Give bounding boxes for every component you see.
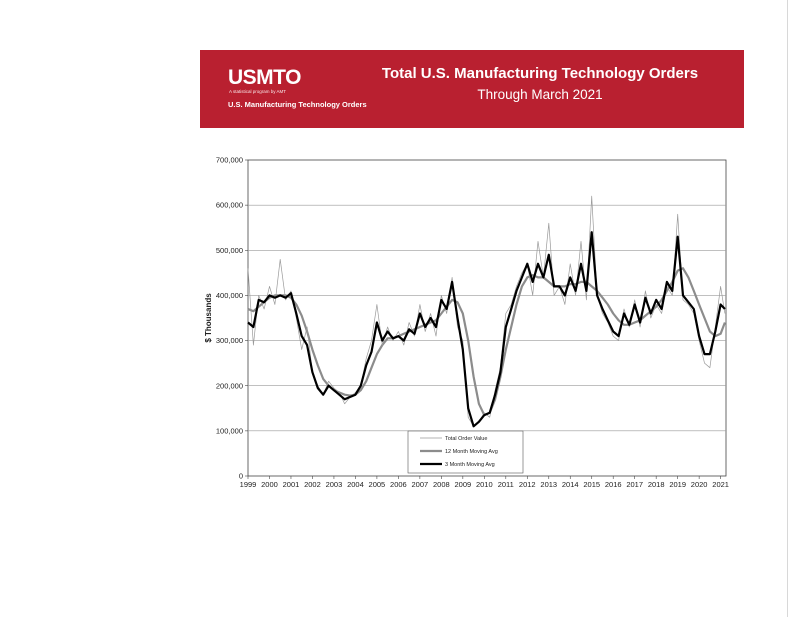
x-tick-label: 2018 [648,480,665,489]
x-tick-label: 2021 [712,480,729,489]
x-tick-label: 2011 [498,480,514,489]
x-tick-label: 2012 [519,480,536,489]
y-tick-label: 300,000 [216,336,243,345]
plot-area [247,159,727,477]
x-tick-label: 2017 [626,480,643,489]
x-tick-label: 2007 [412,480,429,489]
x-tick-label: 2008 [433,480,450,489]
y-tick-label: 200,000 [216,381,243,390]
x-tick-label: 2001 [283,480,300,489]
page-subtitle: Through March 2021 [477,87,603,102]
header-banner: USMTO A statistical program by AMT U.S. … [200,50,744,128]
legend-label-3: 3 Month Moving Avg [445,462,495,468]
y-tick-label: 100,000 [216,426,243,435]
x-tick-label: 2009 [454,480,471,489]
x-tick-label: 2015 [583,480,600,489]
usmto-logo: USMTO [228,66,301,89]
x-tick-label: 1999 [240,480,257,489]
x-tick-label: 2000 [261,480,278,489]
y-tick-label: 0 [239,472,243,481]
x-tick-label: 2002 [304,480,321,489]
x-tick-label: 2020 [691,480,708,489]
x-tick-label: 2016 [605,480,622,489]
series-line-3 [247,231,726,428]
y-tick-label: 400,000 [216,291,243,300]
x-tick-label: 2004 [347,480,364,489]
legend-label-2: 12 Month Moving Avg [445,449,498,455]
y-tick-label: 600,000 [216,201,243,210]
y-tick-label: 700,000 [216,156,243,165]
x-tick-label: 2014 [562,480,579,489]
x-tick-label: 2019 [669,480,686,489]
logo-subtitle: A statistical program by AMT [229,89,287,94]
page-edge [787,0,788,617]
y-axis-label: $ Thousands [204,293,213,343]
x-tick-label: 2003 [326,480,343,489]
x-tick-label: 2010 [476,480,493,489]
x-tick-label: 2013 [540,480,557,489]
legend-label-1: Total Order Value [445,436,487,442]
page-title: Total U.S. Manufacturing Technology Orde… [381,65,699,82]
logo-tagline: U.S. Manufacturing Technology Orders [228,100,367,109]
x-tick-label: 2006 [390,480,407,489]
x-tick-label: 2005 [369,480,386,489]
y-tick-label: 500,000 [216,246,243,255]
